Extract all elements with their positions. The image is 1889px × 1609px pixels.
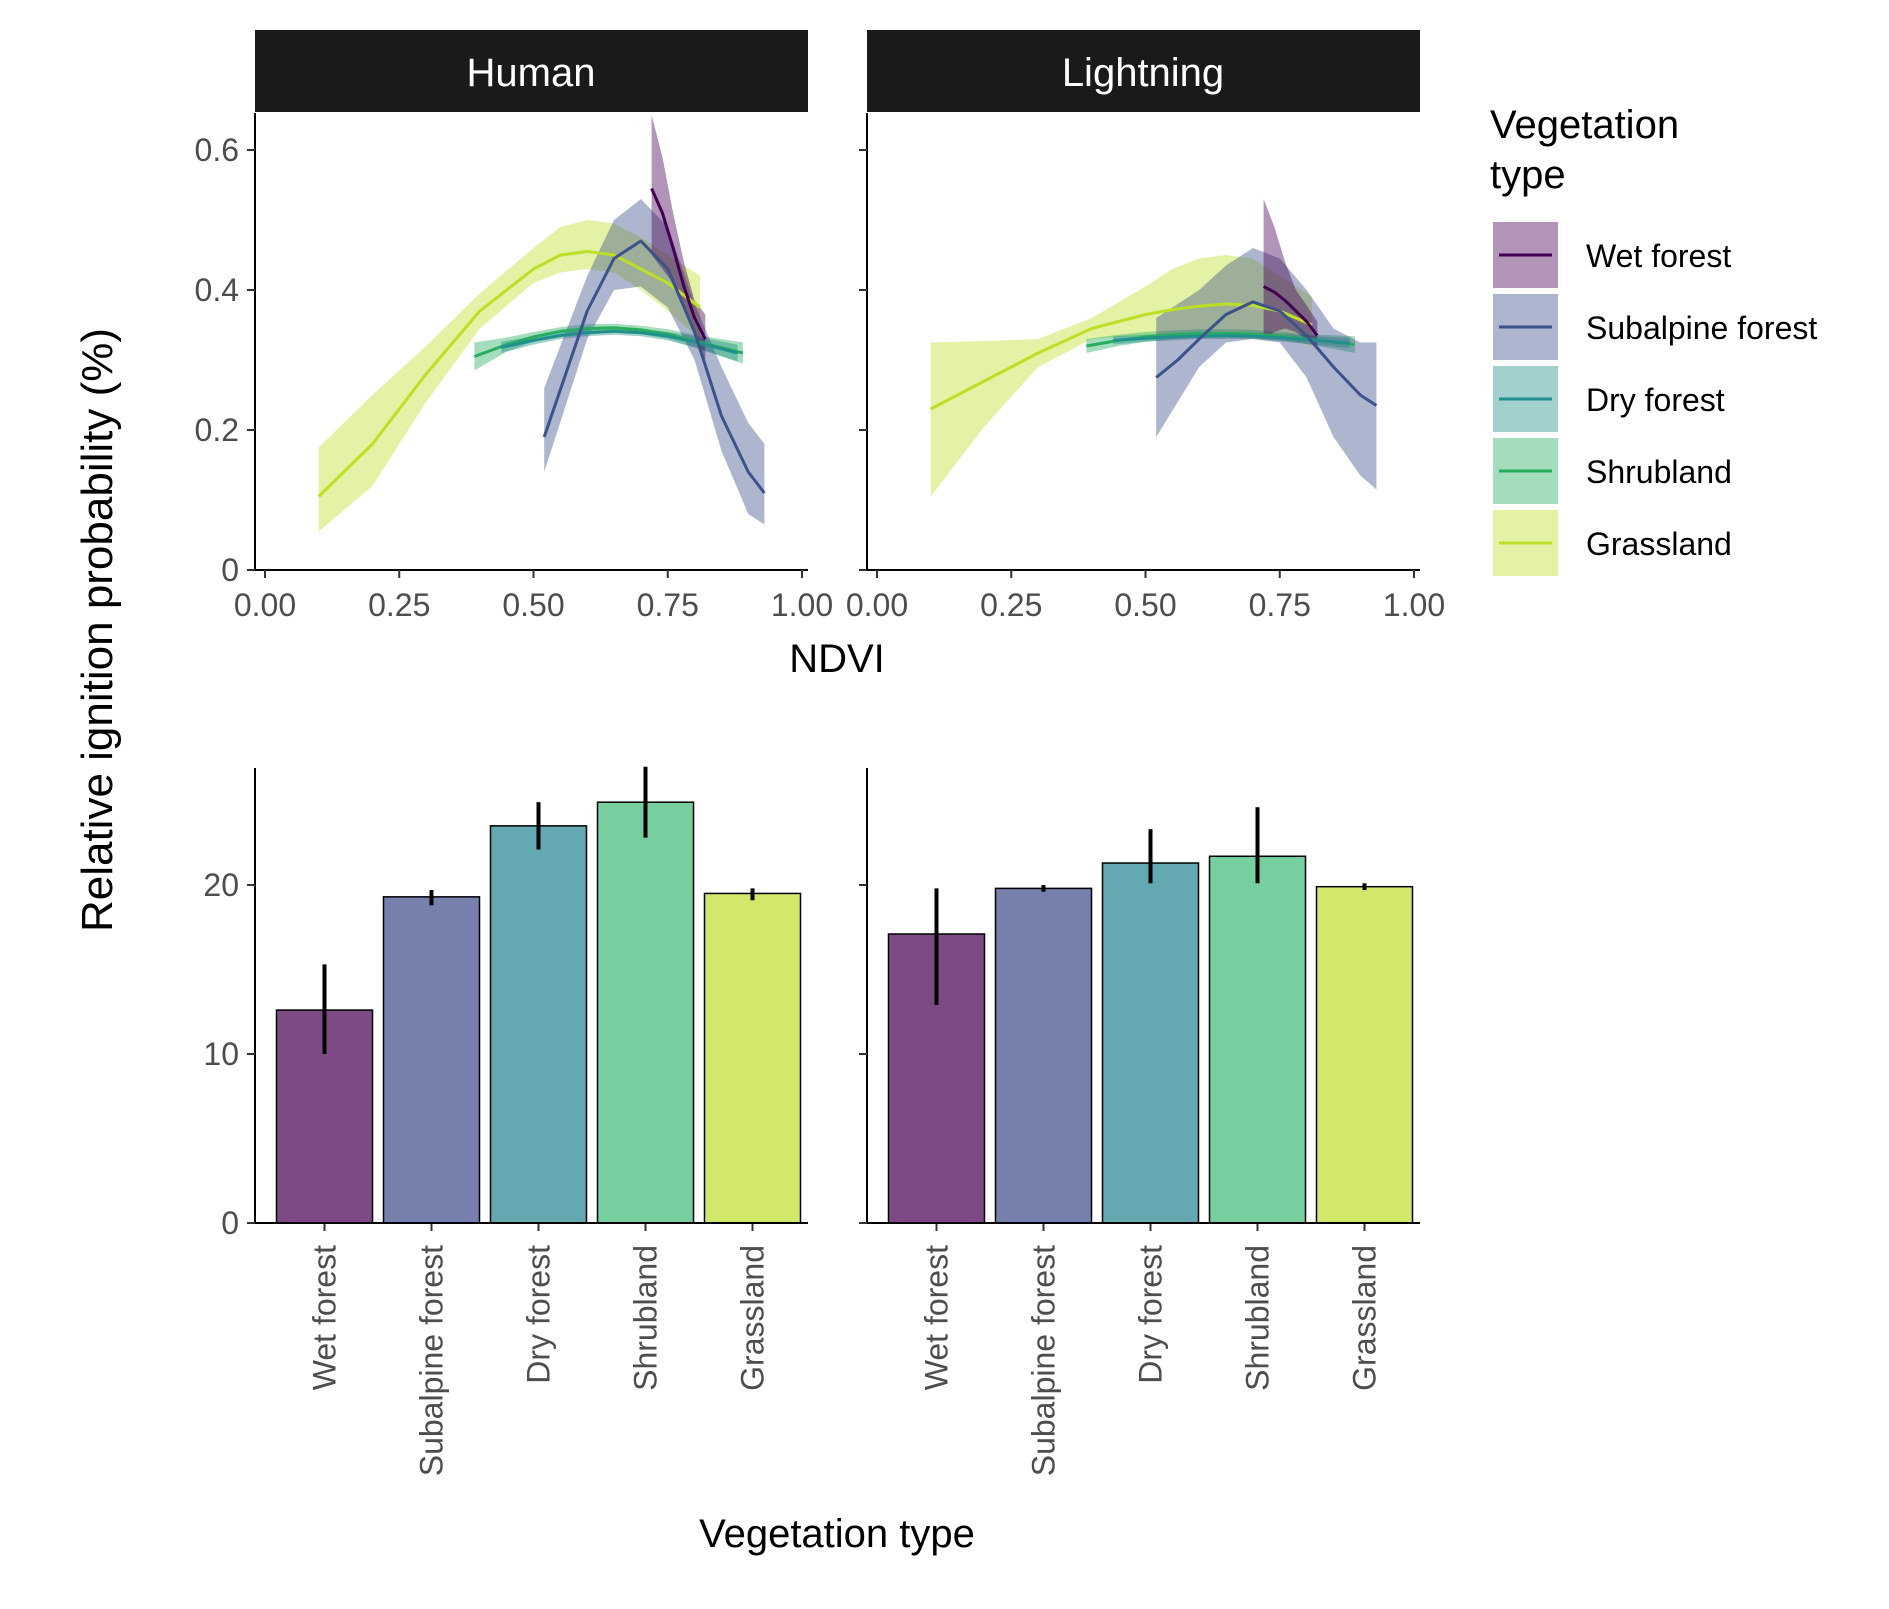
x-tick-label: 0.25 <box>368 587 430 623</box>
line-grassland-lightning <box>930 302 1313 411</box>
y-tick-label: 0 <box>221 552 239 588</box>
line-subalpine-forest-human <box>542 239 766 494</box>
x-tick-label: 0.00 <box>846 587 908 623</box>
bar-x-axis-title: Vegetation type <box>699 1512 975 1556</box>
ndvi-x-axis-title: NDVI <box>789 637 885 681</box>
x-tick-label: 0.25 <box>980 587 1042 623</box>
legend-title-line1: Vegetation <box>1490 103 1679 147</box>
y-tick-label: 0 <box>221 1205 239 1241</box>
x-tick-label: 0.75 <box>637 587 699 623</box>
legend-label-grassland: Grassland <box>1586 526 1732 562</box>
bar-shrubland-lightning <box>1208 855 1307 1224</box>
category-tick-label: Subalpine forest <box>1026 1245 1062 1476</box>
bar-shrubland-human <box>596 801 695 1224</box>
ribbon-subalpine-forest-human <box>544 199 765 525</box>
x-tick-label: 0.50 <box>1114 587 1176 623</box>
x-tick-label: 1.00 <box>1383 587 1445 623</box>
legend-label-wet-forest: Wet forest <box>1586 238 1731 274</box>
legend-label-shrubland: Shrubland <box>1586 454 1732 490</box>
ribbon-grassland-lightning <box>930 255 1312 497</box>
legend-title-line2: type <box>1490 153 1566 197</box>
legend-label-subalpine-forest: Subalpine forest <box>1586 310 1817 346</box>
bar-grassland-lightning <box>1315 885 1414 1224</box>
x-tick-label: 0.75 <box>1249 587 1311 623</box>
legend-label-dry-forest: Dry forest <box>1586 382 1725 418</box>
bar-panel-human: Wet forest Subalpine forest Dry forest Shru… <box>203 766 808 1476</box>
x-tick-label: 0.50 <box>502 587 564 623</box>
line-subalpine-forest-lightning <box>1155 300 1378 407</box>
y-tick-label: 0.4 <box>195 272 239 308</box>
bar-subalpine-forest-lightning <box>994 887 1093 1224</box>
bar-grassland-human <box>703 892 802 1224</box>
strip-lightning-label: Lightning <box>1062 51 1224 95</box>
strip-human <box>255 30 808 112</box>
line-dry-forest-lightning <box>1113 334 1350 345</box>
line-grassland-human <box>317 250 701 498</box>
legend: Wet forest Subalpine forest Dry forest Shru… <box>1493 222 1817 576</box>
x-tick-label: 1.00 <box>771 587 833 623</box>
category-tick-label: Grassland <box>1347 1245 1383 1391</box>
category-tick-label: Shrubland <box>1240 1245 1276 1391</box>
y-tick-label: 10 <box>203 1036 239 1072</box>
bar-dry-forest-lightning <box>1101 862 1200 1224</box>
ndvi-panel-human: 0 0.2 0.4 0.6 0.00 0.25 0.50 0.75 1.00 <box>195 113 833 623</box>
line-dry-forest-human <box>500 329 738 355</box>
y-axis-title: Relative ignition probability (%) <box>73 328 122 932</box>
y-tick-label: 0.2 <box>195 412 239 448</box>
bar-dry-forest-human <box>489 825 588 1224</box>
strip-lightning <box>867 30 1420 112</box>
category-tick-label: Wet forest <box>307 1245 343 1390</box>
category-tick-label: Subalpine forest <box>414 1245 450 1476</box>
category-tick-label: Dry forest <box>521 1245 557 1384</box>
category-tick-label: Wet forest <box>919 1245 955 1390</box>
x-tick-label: 0.00 <box>234 587 296 623</box>
line-wet-forest-lightning <box>1262 285 1319 337</box>
y-tick-label: 0.6 <box>195 132 239 168</box>
strip-human-label: Human <box>467 51 596 95</box>
line-wet-forest-human <box>650 187 707 340</box>
category-tick-label: Shrubland <box>628 1245 664 1391</box>
ndvi-panel-lightning: 0.00 0.25 0.50 0.75 1.00 <box>846 113 1445 623</box>
bar-subalpine-forest-human <box>382 896 481 1224</box>
y-tick-label: 20 <box>203 867 239 903</box>
category-tick-label: Grassland <box>735 1245 771 1391</box>
category-tick-label: Dry forest <box>1133 1245 1169 1384</box>
bar-panel-lightning: Wet forest Subalpine forest Dry forest Shru… <box>859 768 1420 1476</box>
ribbon-wet-forest-human <box>651 115 706 360</box>
ribbon-grassland-human <box>318 220 700 532</box>
ribbon-subalpine-forest-lightning <box>1156 248 1377 490</box>
